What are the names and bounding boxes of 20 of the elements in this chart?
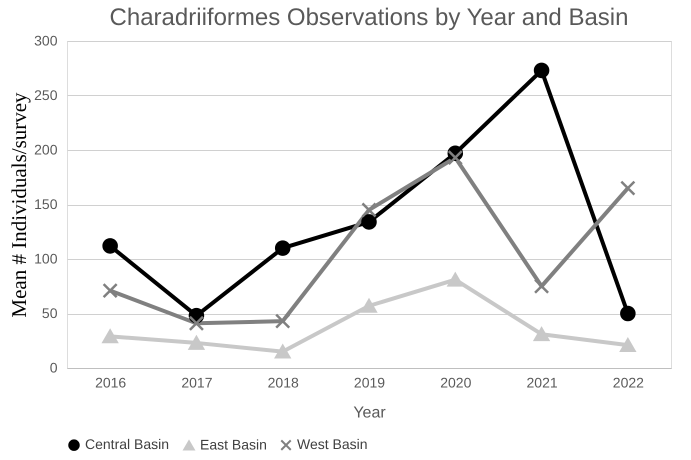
y-tick-label: 300	[34, 32, 58, 48]
chart-title: Charadriiformes Observations by Year and Basin	[110, 4, 628, 31]
y-tick-label: 50	[42, 305, 58, 321]
x-tick-label: 2016	[95, 374, 126, 390]
x-axis-title: Year	[353, 404, 386, 422]
x-tick-label: 2020	[440, 374, 472, 390]
x-tick-label: 2018	[268, 374, 299, 390]
y-tick-label: 250	[34, 87, 58, 103]
x-tick-label: 2021	[526, 374, 558, 390]
y-tick-label: 100	[34, 250, 58, 266]
x-tick-label: 2022	[612, 374, 644, 390]
y-tick-label: 200	[34, 142, 58, 158]
legend-label: East Basin	[200, 436, 267, 452]
x-tick-label: 2017	[181, 374, 213, 390]
y-tick-label: 150	[34, 196, 58, 212]
y-tick-label: 0	[50, 360, 58, 376]
legend-label: West Basin	[297, 436, 368, 452]
x-tick-label: 2019	[354, 374, 386, 390]
legend-label: Central Basin	[85, 436, 170, 452]
y-axis-title: Mean # Individuals/survey	[7, 92, 32, 318]
